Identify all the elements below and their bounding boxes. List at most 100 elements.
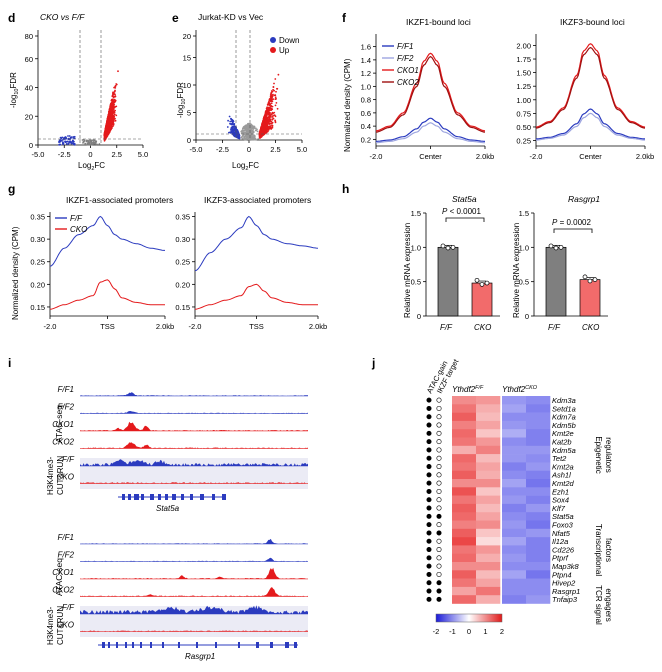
i-stat5a-track-label: F/F1 [58, 385, 74, 394]
volcano-point [269, 122, 272, 125]
heatmap-cell [476, 570, 501, 579]
volcano-point [240, 136, 243, 139]
heatmap-cell [502, 437, 527, 447]
volcano-point [108, 113, 111, 116]
heatmap-cell [476, 454, 501, 463]
volcano-point [274, 94, 276, 97]
volcano-point [250, 137, 253, 140]
volcano-point [271, 116, 273, 118]
volcano-point [72, 139, 74, 142]
panel-e-ytick: 10 [183, 81, 191, 90]
volcano-point [268, 115, 270, 118]
panel-f2-ytick: 2.00 [516, 41, 531, 50]
heatmap-cell [502, 570, 527, 579]
volcano-point [58, 143, 60, 146]
panel-f2-series-ff2 [536, 112, 645, 141]
i-stat5a-track-label: CKO1 [52, 420, 74, 429]
atac-gain-dot [426, 588, 432, 594]
exon [181, 494, 184, 500]
legend-g-ff: F/F [70, 214, 83, 223]
panel-g1-series-ff [49, 215, 165, 267]
heatmap-cell [502, 420, 527, 430]
heatmap-cell [476, 512, 501, 521]
heatmap-cell [452, 578, 477, 588]
heatmap-cell [502, 586, 527, 596]
ikzf-target-dot [436, 505, 442, 511]
j-group-wt: Ythdf2F/F [452, 385, 484, 394]
volcano-point [247, 125, 250, 128]
ikzf-target-dot [436, 563, 442, 569]
panel-h-cat-1b: CKO [474, 323, 491, 332]
heatmap-cell [476, 429, 501, 438]
volcano-point [267, 128, 270, 131]
heatmap-cell [476, 404, 501, 413]
volcano-point [103, 139, 106, 142]
i-rasgrp1-track-signal [80, 567, 308, 579]
panel-f-ylabel: Normalized density (CPM) [343, 58, 352, 152]
exon [134, 494, 139, 500]
volcano-point [243, 138, 246, 140]
panel-f2-ytick: 1.75 [516, 55, 531, 64]
volcano-point [245, 131, 248, 134]
heatmap-cell [526, 412, 551, 422]
volcano-point [62, 138, 64, 141]
heatmap-cell [452, 520, 477, 530]
panel-h1-bar-cko [471, 282, 493, 317]
panel-d-xtick: -5.0 [32, 150, 45, 159]
volcano-point [274, 104, 277, 107]
volcano-point [86, 142, 89, 145]
i-rasgrp1-track-signal [80, 587, 308, 597]
heatmap-cell [452, 420, 477, 430]
volcano-point [251, 134, 254, 136]
volcano-point [232, 120, 235, 123]
volcano-point [89, 143, 92, 146]
volcano-point [58, 141, 60, 144]
atac-gain-dot [426, 497, 432, 503]
panel-h-cat-1a: F/F [440, 323, 453, 332]
volcano-point [255, 138, 257, 141]
volcano-point [70, 142, 73, 145]
panel-f: Normalized density (CPM) IKZF1-bound loc… [343, 17, 654, 161]
volcano-point [65, 141, 68, 143]
heatmap-cell [502, 462, 527, 471]
heatmap-cell [526, 437, 551, 447]
volcano-point [248, 131, 251, 134]
exon [270, 642, 273, 648]
panel-e-xtick: -2.5 [216, 145, 229, 154]
panel-h2-replicate-point [582, 274, 588, 280]
volcano-point [113, 106, 116, 108]
volcano-point [272, 86, 275, 88]
panel-g2-xtick: TSS [249, 322, 264, 331]
gene-label-foxo3: Foxo3 [552, 520, 574, 529]
volcano-point [110, 116, 113, 119]
volcano-point [111, 103, 113, 106]
volcano-point [268, 99, 271, 101]
volcano-point [104, 136, 107, 138]
volcano-point [236, 136, 239, 139]
panel-g2-xtick: 2.0kb [309, 322, 327, 331]
i-rasgrp1-track-label: CKO [57, 621, 74, 630]
volcano-point [68, 135, 71, 137]
volcano-point [250, 123, 253, 126]
panel-e-xlabel: Log2FC [232, 161, 259, 172]
category-label-0: Epigenetic [594, 436, 603, 473]
panel-h2-bar-ff [545, 246, 567, 317]
volcano-point [257, 138, 260, 140]
volcano-point [273, 114, 276, 117]
heatmap-cell [452, 479, 477, 488]
atac-gain-dot [426, 472, 432, 478]
volcano-point [249, 133, 251, 136]
panel-label-d: d [8, 11, 15, 25]
i-group-cr2-2: CUT&RUN [56, 606, 65, 645]
panel-h-bars-1 [437, 243, 493, 317]
volcano-point [67, 135, 69, 137]
volcano-point [241, 137, 244, 140]
panel-f1-ytick: 0.2 [361, 135, 371, 144]
volcano-point [112, 122, 115, 125]
panel-e-title: Jurkat-KD vs Vec [198, 12, 264, 22]
atac-gain-dot [426, 547, 432, 553]
volcano-point [241, 129, 244, 132]
volcano-point [229, 122, 231, 125]
exon [222, 494, 226, 500]
panel-f2-series-cko2 [535, 46, 646, 129]
